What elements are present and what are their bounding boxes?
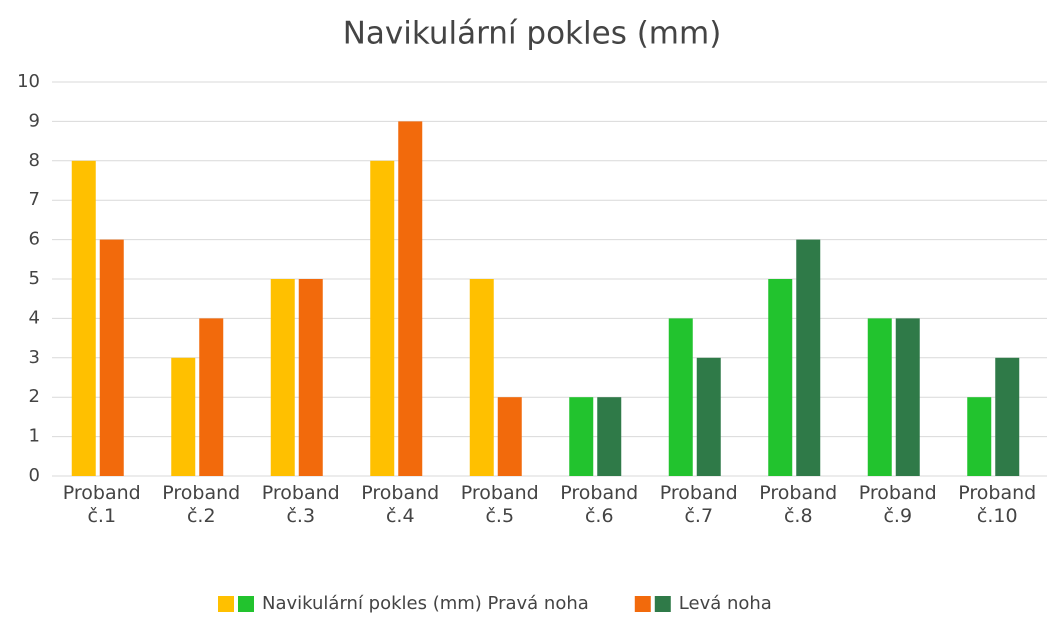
x-tick-label-box: Proband č.2 <box>162 482 241 527</box>
x-tick-label: Proband č.10 <box>958 482 1037 527</box>
bar <box>768 279 793 476</box>
x-tick-label-box: Proband č.8 <box>759 482 838 527</box>
bar <box>967 397 992 476</box>
bar <box>398 121 423 477</box>
x-tick-label: Proband č.3 <box>261 482 340 527</box>
legend-swatch <box>218 596 234 612</box>
y-tick-label: 4 <box>29 307 40 328</box>
x-tick-label: Proband č.2 <box>162 482 241 527</box>
bar <box>298 279 323 476</box>
x-tick-label-box: Proband č.1 <box>62 482 141 527</box>
bar <box>199 318 224 476</box>
y-tick-label: 1 <box>29 426 40 447</box>
y-tick-label: 2 <box>29 386 40 407</box>
y-tick-label: 8 <box>29 150 40 171</box>
chart-title: Navikulární pokles (mm) <box>343 16 722 52</box>
x-tick-label: Proband č.9 <box>858 482 937 527</box>
legend-label: Levá noha <box>679 593 772 614</box>
y-tick-label: 3 <box>29 347 40 368</box>
bar <box>99 239 124 476</box>
bar <box>569 397 594 476</box>
y-tick-label: 9 <box>29 110 40 131</box>
bar <box>270 279 295 476</box>
legend-swatch <box>238 596 254 612</box>
bar <box>668 318 693 476</box>
x-tick-label-box: Proband č.6 <box>560 482 639 527</box>
bar <box>995 357 1020 476</box>
x-tick-label-box: Proband č.7 <box>659 482 738 527</box>
bar <box>895 318 920 476</box>
bar <box>497 397 522 476</box>
bar <box>171 357 196 476</box>
bar <box>597 397 622 476</box>
x-tick-label-box: Proband č.5 <box>460 482 539 527</box>
x-tick-label-box: Proband č.9 <box>858 482 937 527</box>
x-tick-label: Proband č.6 <box>560 482 639 527</box>
y-tick-label: 0 <box>29 465 40 486</box>
bar <box>867 318 892 476</box>
y-tick-label: 6 <box>29 229 40 250</box>
bar <box>370 160 395 477</box>
y-tick-label: 10 <box>17 71 40 92</box>
x-tick-label: Proband č.5 <box>460 482 539 527</box>
x-tick-label-box: Proband č.4 <box>361 482 440 527</box>
bar <box>696 357 721 476</box>
x-tick-label: Proband č.4 <box>361 482 440 527</box>
legend-label: Navikulární pokles (mm) Pravá noha <box>262 593 589 614</box>
x-tick-label: Proband č.8 <box>759 482 838 527</box>
bar <box>796 239 821 476</box>
x-tick-label: Proband č.7 <box>659 482 738 527</box>
x-tick-label-box: Proband č.3 <box>261 482 340 527</box>
x-tick-label: Proband č.1 <box>62 482 141 527</box>
x-tick-label-box: Proband č.10 <box>958 482 1037 527</box>
bar <box>469 279 494 476</box>
y-tick-label: 7 <box>29 189 40 210</box>
legend-swatch <box>634 596 651 612</box>
legend-swatch <box>654 596 671 612</box>
y-tick-label: 5 <box>29 268 40 289</box>
bar <box>71 160 96 477</box>
